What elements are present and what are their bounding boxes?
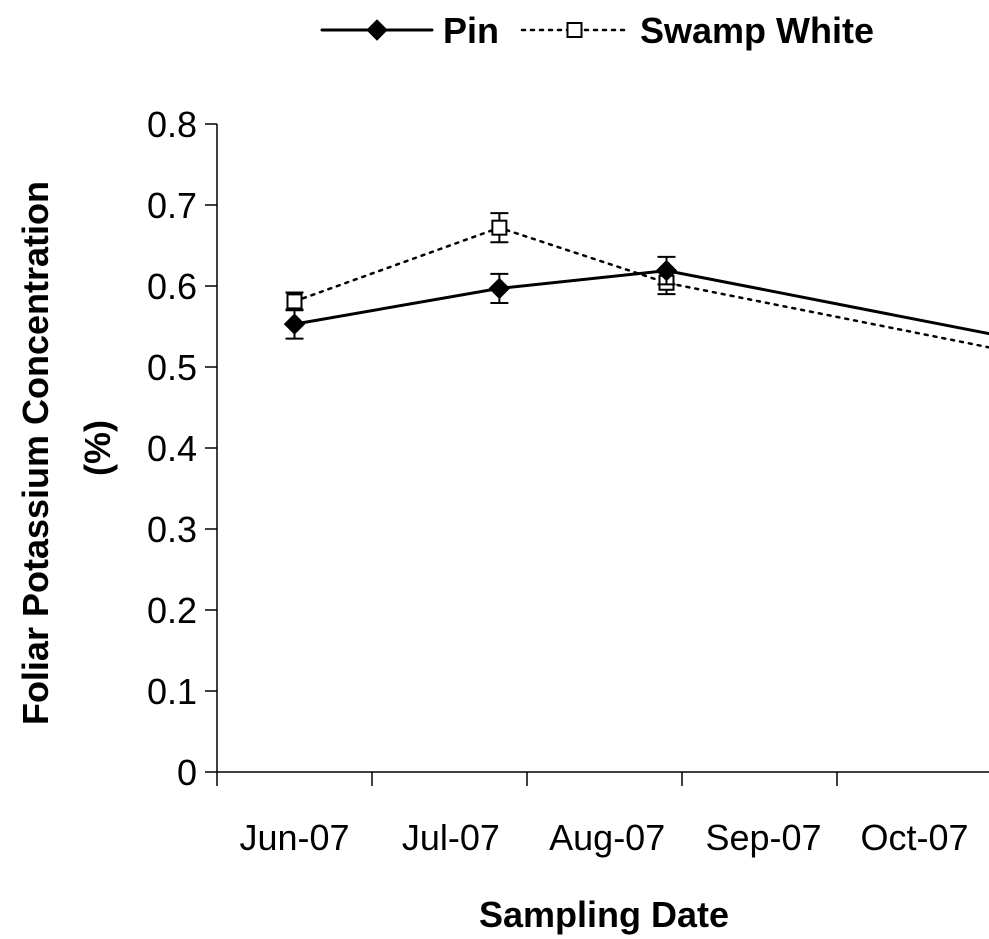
data-point	[286, 293, 303, 310]
data-point	[491, 219, 508, 236]
y-tick-label: 0	[177, 752, 197, 793]
y-axis-title-line-2: (%)	[77, 420, 118, 476]
x-tick-label: Jun-07	[239, 817, 349, 858]
legend-marker	[366, 19, 388, 41]
y-tick-label: 0.7	[147, 185, 197, 226]
x-tick-label: Jul-07	[402, 817, 500, 858]
x-tick-label: Sep-07	[705, 817, 821, 858]
data-point	[655, 259, 678, 282]
y-axis-title-line-1: Foliar Potassium Concentration	[15, 181, 56, 725]
legend-marker	[566, 22, 583, 38]
y-tick-label: 0.5	[147, 347, 197, 388]
legend-label: Swamp White	[640, 10, 874, 51]
y-tick-label: 0.6	[147, 266, 197, 307]
y-tick-label: 0.4	[147, 428, 197, 469]
y-tick-label: 0.3	[147, 509, 197, 550]
series-swamp-white	[285, 212, 989, 349]
x-axis-title: Sampling Date	[479, 894, 729, 935]
data-point	[283, 313, 306, 335]
legend-item: Swamp White	[520, 10, 874, 51]
y-tick-label: 0.2	[147, 590, 197, 631]
series-pin	[283, 255, 989, 340]
y-tick-label: 0.8	[147, 104, 197, 145]
legend: Pin Swamp White	[320, 10, 874, 51]
y-axis: 0 0.1 0.2 0.3 0.4 0.5 0.6 0.7 0.8	[147, 104, 218, 793]
series-line	[293, 269, 989, 336]
y-axis-title: Foliar Potassium Concentration (%)	[15, 171, 118, 725]
series-line	[293, 226, 989, 349]
legend-label: Pin	[443, 10, 499, 51]
data-point	[488, 277, 511, 300]
plot-area	[283, 212, 989, 349]
x-tick-label: Oct-07	[860, 817, 968, 858]
x-tick-label: Aug-07	[549, 817, 665, 858]
x-axis: Jun-07 Jul-07 Aug-07 Sep-07 Oct-07	[216, 771, 989, 858]
y-tick-label: 0.1	[147, 671, 197, 712]
legend-item: Pin	[320, 10, 499, 51]
